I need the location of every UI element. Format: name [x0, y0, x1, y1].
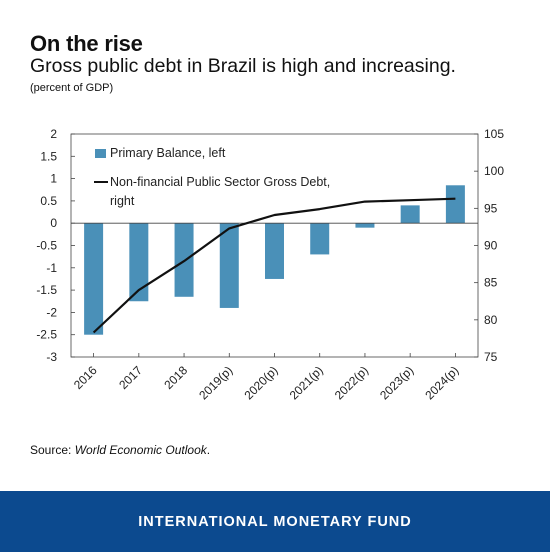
footer-org-name: INTERNATIONAL MONETARY FUND [138, 513, 412, 530]
legend-label-primary-balance: Primary Balance, left [110, 146, 226, 160]
right-tick-label: 105 [484, 127, 504, 141]
x-tick-label: 2019(p) [196, 363, 235, 402]
left-tick-label: 0 [50, 216, 57, 230]
bar-primary-balance [219, 223, 239, 308]
legend-label-gross-debt-cont: right [110, 194, 135, 208]
line-gross-debt [92, 197, 456, 334]
bar-primary-balance [400, 205, 420, 224]
left-tick-label: 2 [50, 127, 57, 141]
right-tick-label: 100 [484, 164, 504, 178]
source-suffix: . [206, 443, 211, 457]
right-tick-label: 80 [484, 313, 498, 327]
right-tick-label: 75 [484, 350, 498, 364]
bar-primary-balance [310, 223, 330, 255]
left-tick-label: 1.5 [40, 149, 57, 163]
left-tick-label: -2.5 [36, 328, 57, 342]
source-text: World Economic Outlook [74, 443, 207, 457]
left-tick-label: -2 [46, 305, 57, 319]
source-note: Source: World Economic Outlook. [30, 443, 210, 457]
right-tick-label: 85 [484, 276, 498, 290]
right-tick-label: 95 [484, 201, 498, 215]
left-tick-label: -0.5 [36, 239, 57, 253]
footer-bar: INTERNATIONAL MONETARY FUND [0, 491, 550, 552]
left-tick-label: -1 [46, 261, 57, 275]
legend-swatch-primary-balance [95, 149, 106, 158]
left-tick-label: -3 [46, 350, 57, 364]
chart: 2 1.5 1 0.5 0 -0.5 -1 -1.5 -2 -2.5 -3 105 100 95 90 85… [36, 127, 504, 402]
x-tick-label: 2016 [71, 363, 100, 392]
x-tick-label: 2024(p) [422, 363, 461, 402]
x-tick-label: 2020(p) [241, 363, 280, 402]
bar-primary-balance [84, 223, 104, 335]
bar-primary-balance [129, 223, 149, 302]
page-title: On the rise [30, 31, 143, 56]
right-tick-label: 90 [484, 239, 498, 253]
bar-primary-balance [355, 223, 375, 228]
left-tick-label: -1.5 [36, 283, 57, 297]
page-subtitle: Gross public debt in Brazil is high and … [30, 55, 456, 77]
left-tick-label: 1 [50, 172, 57, 186]
source-prefix: Source: [30, 443, 75, 457]
x-tick-label: 2023(p) [377, 363, 416, 402]
bar-primary-balance [265, 223, 284, 279]
x-tick-label: 2021(p) [287, 363, 326, 402]
bar-primary-balance [445, 185, 465, 224]
legend-label-gross-debt: Non-financial Public Sector Gross Debt, [110, 175, 330, 189]
x-tick-label: 2022(p) [332, 363, 371, 402]
left-tick-label: 0.5 [40, 194, 57, 208]
x-tick-label: 2017 [116, 363, 145, 392]
x-tick-label: 2018 [161, 363, 190, 392]
unit-label: (percent of GDP) [30, 82, 114, 94]
